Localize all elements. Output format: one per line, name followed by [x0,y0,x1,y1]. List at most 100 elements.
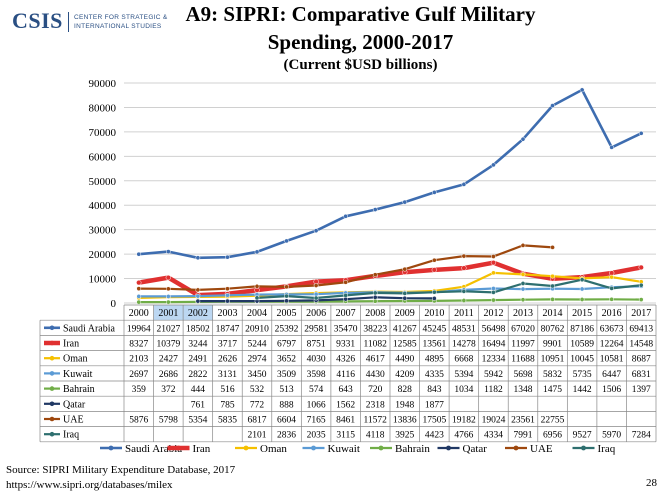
row-label: Kuwait [63,369,93,380]
data-point [461,298,467,303]
data-label: 10379 [156,340,180,350]
x-tick-label: 2015 [572,308,592,319]
x-tick-label: 2008 [365,308,385,319]
legend-label: Oman [260,443,287,455]
row-legend-marker [49,401,55,407]
data-label: 2822 [188,370,207,380]
legend-label: Bahrain [395,443,430,455]
data-point [431,190,437,195]
data-label: 19182 [452,416,476,426]
data-label: 23561 [511,416,535,426]
legend-marker [378,445,384,451]
x-tick-label: 2006 [306,308,326,319]
data-label: 8751 [307,340,326,350]
data-label: 5942 [484,370,503,380]
data-label: 11082 [364,340,388,350]
data-label: 5970 [602,431,621,441]
data-point [313,291,319,297]
data-point [372,290,378,296]
x-tick-label: 2007 [336,308,356,319]
row-label: UAE [63,415,84,426]
data-label: 67020 [511,324,535,334]
y-tick-label: 90000 [89,78,117,90]
data-point [165,294,171,299]
data-label: 12334 [482,355,506,365]
source-url[interactable]: https://www.sipri.org/databases/milex [6,479,173,491]
row-label: Bahrain [63,384,95,395]
data-label: 10951 [541,355,565,365]
data-label: 532 [250,385,265,395]
data-point [343,279,349,285]
data-point [313,295,319,301]
row-label: Oman [63,354,87,365]
y-tick-label: 80000 [89,102,117,114]
data-label: 2836 [277,431,296,441]
data-label: 2101 [248,431,267,441]
data-label: 2491 [188,355,207,365]
data-label: 4030 [307,355,326,365]
data-point [313,283,319,288]
x-tick-label: 2002 [188,308,208,319]
data-point [579,286,585,292]
data-label: 2697 [129,370,148,380]
data-label: 3131 [218,370,237,380]
data-label: 11688 [511,355,535,365]
data-label: 35470 [334,324,358,334]
data-point [254,295,260,301]
x-tick-label: 2003 [217,308,237,319]
data-label: 11997 [511,340,535,350]
legend-marker [513,445,519,451]
y-tick-label: 40000 [89,200,117,212]
data-label: 4423 [425,431,444,441]
data-label: 6668 [454,355,473,365]
data-label: 4118 [366,431,385,441]
data-point [402,291,408,296]
logo-line1: CENTER FOR STRATEGIC & [74,14,168,21]
data-label: 18502 [186,324,210,334]
data-point [609,286,615,291]
data-point [225,286,230,292]
legend-label: Kuwait [328,443,360,455]
data-point [461,182,467,187]
data-point [225,292,230,298]
data-label: 8327 [129,340,148,350]
data-label: 4895 [425,355,444,365]
data-point [550,245,555,250]
data-label: 3509 [277,370,296,380]
legend-marker [108,445,114,451]
data-label: 12585 [393,340,417,350]
data-label: 9901 [543,340,562,350]
data-point [165,274,171,281]
data-label: 10581 [600,355,624,365]
legend-label: Iran [193,443,211,455]
x-tick-label: 2014 [543,308,563,319]
data-point [165,299,171,305]
data-label: 2103 [129,355,148,365]
series-line [256,278,642,300]
x-tick-label: 2004 [247,308,267,319]
data-label: 2035 [307,431,326,441]
data-label: 5835 [218,416,237,426]
data-label: 8687 [632,355,651,365]
data-point [136,251,142,257]
x-tick-label: 2011 [454,308,474,319]
logo-name: CSIS [12,8,63,33]
data-label: 4334 [484,431,503,441]
data-point [491,297,496,303]
x-tick-label: 2001 [158,308,178,319]
data-label: 4617 [366,355,385,365]
data-label: 2974 [248,355,267,365]
y-tick-label: 30000 [89,225,117,237]
data-point [284,298,289,304]
data-label: 5698 [514,370,533,380]
row-label: Iraq [63,430,79,441]
data-label: 785 [220,400,235,410]
data-label: 3244 [188,340,207,350]
data-label: 5735 [573,370,592,380]
data-point [343,293,349,298]
data-label: 1066 [307,400,326,410]
data-point [550,283,555,289]
data-point [284,293,289,299]
data-label: 720 [368,385,383,395]
